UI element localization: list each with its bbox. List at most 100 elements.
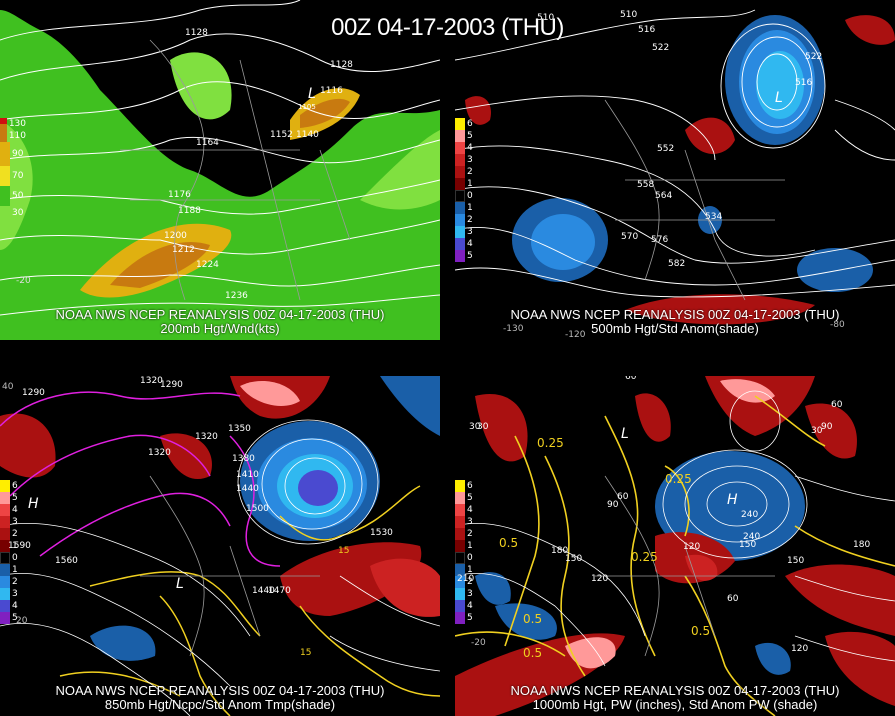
contour-label: 120 — [591, 574, 609, 584]
colorbar-label: 3 — [12, 517, 18, 527]
colorbar-label: 50 — [12, 191, 24, 201]
contour-label: 1200 — [164, 231, 187, 241]
colorbar-label: 2 — [467, 529, 473, 539]
edge-label: -130 — [503, 324, 524, 334]
colorbar-entry: 4 — [0, 504, 26, 516]
contour-label: 1440 — [236, 484, 259, 494]
panel-caption-source: NOAA NWS NCEP REANALYSIS 00Z 04-17-2003 … — [55, 307, 385, 322]
colorbar-label: 3 — [467, 589, 473, 599]
contour-label: 0.5 — [499, 536, 519, 550]
panel-200mb-height-wind: 130 110 90 70 50 30 1128 1128 1116 1164 … — [0, 0, 440, 340]
colorbar-label: 3 — [467, 227, 473, 237]
contour-label: 1164 — [196, 138, 219, 148]
contour-label: 30 — [469, 422, 481, 432]
colorbar-label: 0 — [12, 553, 18, 563]
colorbar-swatch — [0, 540, 10, 552]
colorbar-swatch — [0, 504, 10, 516]
colorbar-anomaly: 6 5 4 3 2 1 0 1 2 3 4 5 — [0, 480, 26, 624]
edge-label: -20 — [16, 276, 31, 286]
panel-caption-variable: 500mb Hgt/Std Anom(shade) — [591, 321, 759, 336]
colorbar-swatch — [455, 528, 465, 540]
colorbar-label: 6 — [467, 481, 473, 491]
colorbar-label: 4 — [12, 601, 18, 611]
colorbar-swatch — [455, 588, 465, 600]
colorbar-swatch — [455, 576, 465, 588]
colorbar-label: 3 — [467, 155, 473, 165]
colorbar-label: 3 — [467, 517, 473, 527]
colorbar-label: 110 — [8, 131, 26, 141]
contour-label: 1128 — [330, 60, 353, 70]
colorbar-swatch — [455, 238, 465, 250]
panel-caption-source: NOAA NWS NCEP REANALYSIS 00Z 04-17-2003 … — [510, 307, 840, 322]
colorbar-label: 4 — [467, 505, 473, 515]
colorbar-swatch — [0, 142, 10, 166]
contour-label: 1212 — [172, 245, 195, 255]
colorbar-swatch — [455, 130, 465, 142]
colorbar-swatch — [0, 124, 7, 148]
colorbar-swatch — [0, 552, 10, 564]
colorbar-label: 1 — [467, 541, 473, 551]
map-850mb — [0, 376, 440, 716]
colorbar-entry: 5 — [455, 250, 481, 262]
colorbar-swatch — [455, 190, 465, 202]
edge-label: 20 — [16, 616, 28, 626]
edge-label: 40 — [2, 382, 14, 392]
contour-label: 516 — [638, 25, 656, 35]
contour-label: 564 — [655, 191, 673, 201]
contour-label: 1500 — [246, 504, 269, 514]
contour-label: 582 — [668, 259, 686, 269]
map-500mb — [455, 0, 895, 340]
colorbar-label: 1 — [12, 541, 18, 551]
colorbar-label: 5 — [467, 493, 473, 503]
colorbar-label: 5 — [467, 251, 473, 261]
colorbar-entry: 1 — [0, 540, 26, 552]
contour-label: 1105 — [298, 103, 316, 111]
colorbar-swatch — [0, 528, 10, 540]
contour-label: 1320 — [140, 376, 163, 386]
contour-label: 1128 — [185, 28, 208, 38]
colorbar-label: 4 — [467, 601, 473, 611]
colorbar-entry: 0 — [455, 552, 481, 564]
colorbar-swatch — [455, 214, 465, 226]
panel-850mb-height-temperature-anomaly: 6 5 4 3 2 1 0 1 2 3 4 5 1260 1290 1320 1… — [0, 376, 440, 716]
colorbar-label: 4 — [12, 505, 18, 515]
colorbar-entry: 1 — [455, 564, 481, 576]
contour-label: 0.25 — [537, 436, 564, 450]
panel-500mb-height-anomaly: 6 5 4 3 2 1 0 1 2 3 4 5 510 516 522 522 … — [455, 0, 895, 340]
colorbar-swatch — [455, 202, 465, 214]
colorbar-swatch — [0, 492, 10, 504]
contour-label: 516 — [795, 78, 813, 88]
colorbar-entry: 0 — [0, 552, 26, 564]
colorbar-swatch — [455, 540, 465, 552]
contour-label: 60 — [625, 376, 637, 382]
contour-label: 522 — [805, 52, 823, 62]
colorbar-label: 0 — [467, 553, 473, 563]
contour-label: 210 — [457, 574, 475, 584]
colorbar-swatch — [0, 186, 10, 206]
contour-label: 180 — [551, 546, 569, 556]
contour-label: 1320 — [148, 448, 171, 458]
colorbar-label: 30 — [12, 208, 24, 218]
colorbar-swatch — [0, 576, 10, 588]
contour-label: 1590 — [8, 541, 31, 551]
colorbar-label: 2 — [467, 215, 473, 225]
colorbar-swatch — [455, 504, 465, 516]
edge-label: -120 — [565, 330, 586, 340]
contour-label: 30 — [477, 422, 489, 432]
colorbar-label: 2 — [467, 167, 473, 177]
colorbar-entry: 2 — [455, 576, 481, 588]
contour-label: 60 — [831, 400, 843, 410]
colorbar-entry: 5 — [455, 612, 481, 624]
colorbar-swatch — [455, 154, 465, 166]
contour-label: 240 — [743, 532, 761, 542]
colorbar-entry: 3 — [0, 588, 26, 600]
low-pressure-marker: L — [308, 86, 316, 102]
colorbar-swatch — [455, 516, 465, 528]
colorbar-entry: 110 — [0, 124, 26, 148]
panel-caption-variable: 1000mb Hgt, PW (inches), Std Anom PW (sh… — [532, 697, 818, 712]
colorbar-entry: 4 — [455, 142, 481, 154]
colorbar-swatch — [0, 166, 10, 186]
colorbar-swatch — [0, 612, 10, 624]
high-pressure-marker: H — [28, 496, 39, 512]
panel-caption-source: NOAA NWS NCEP REANALYSIS 00Z 04-17-2003 … — [55, 683, 385, 698]
